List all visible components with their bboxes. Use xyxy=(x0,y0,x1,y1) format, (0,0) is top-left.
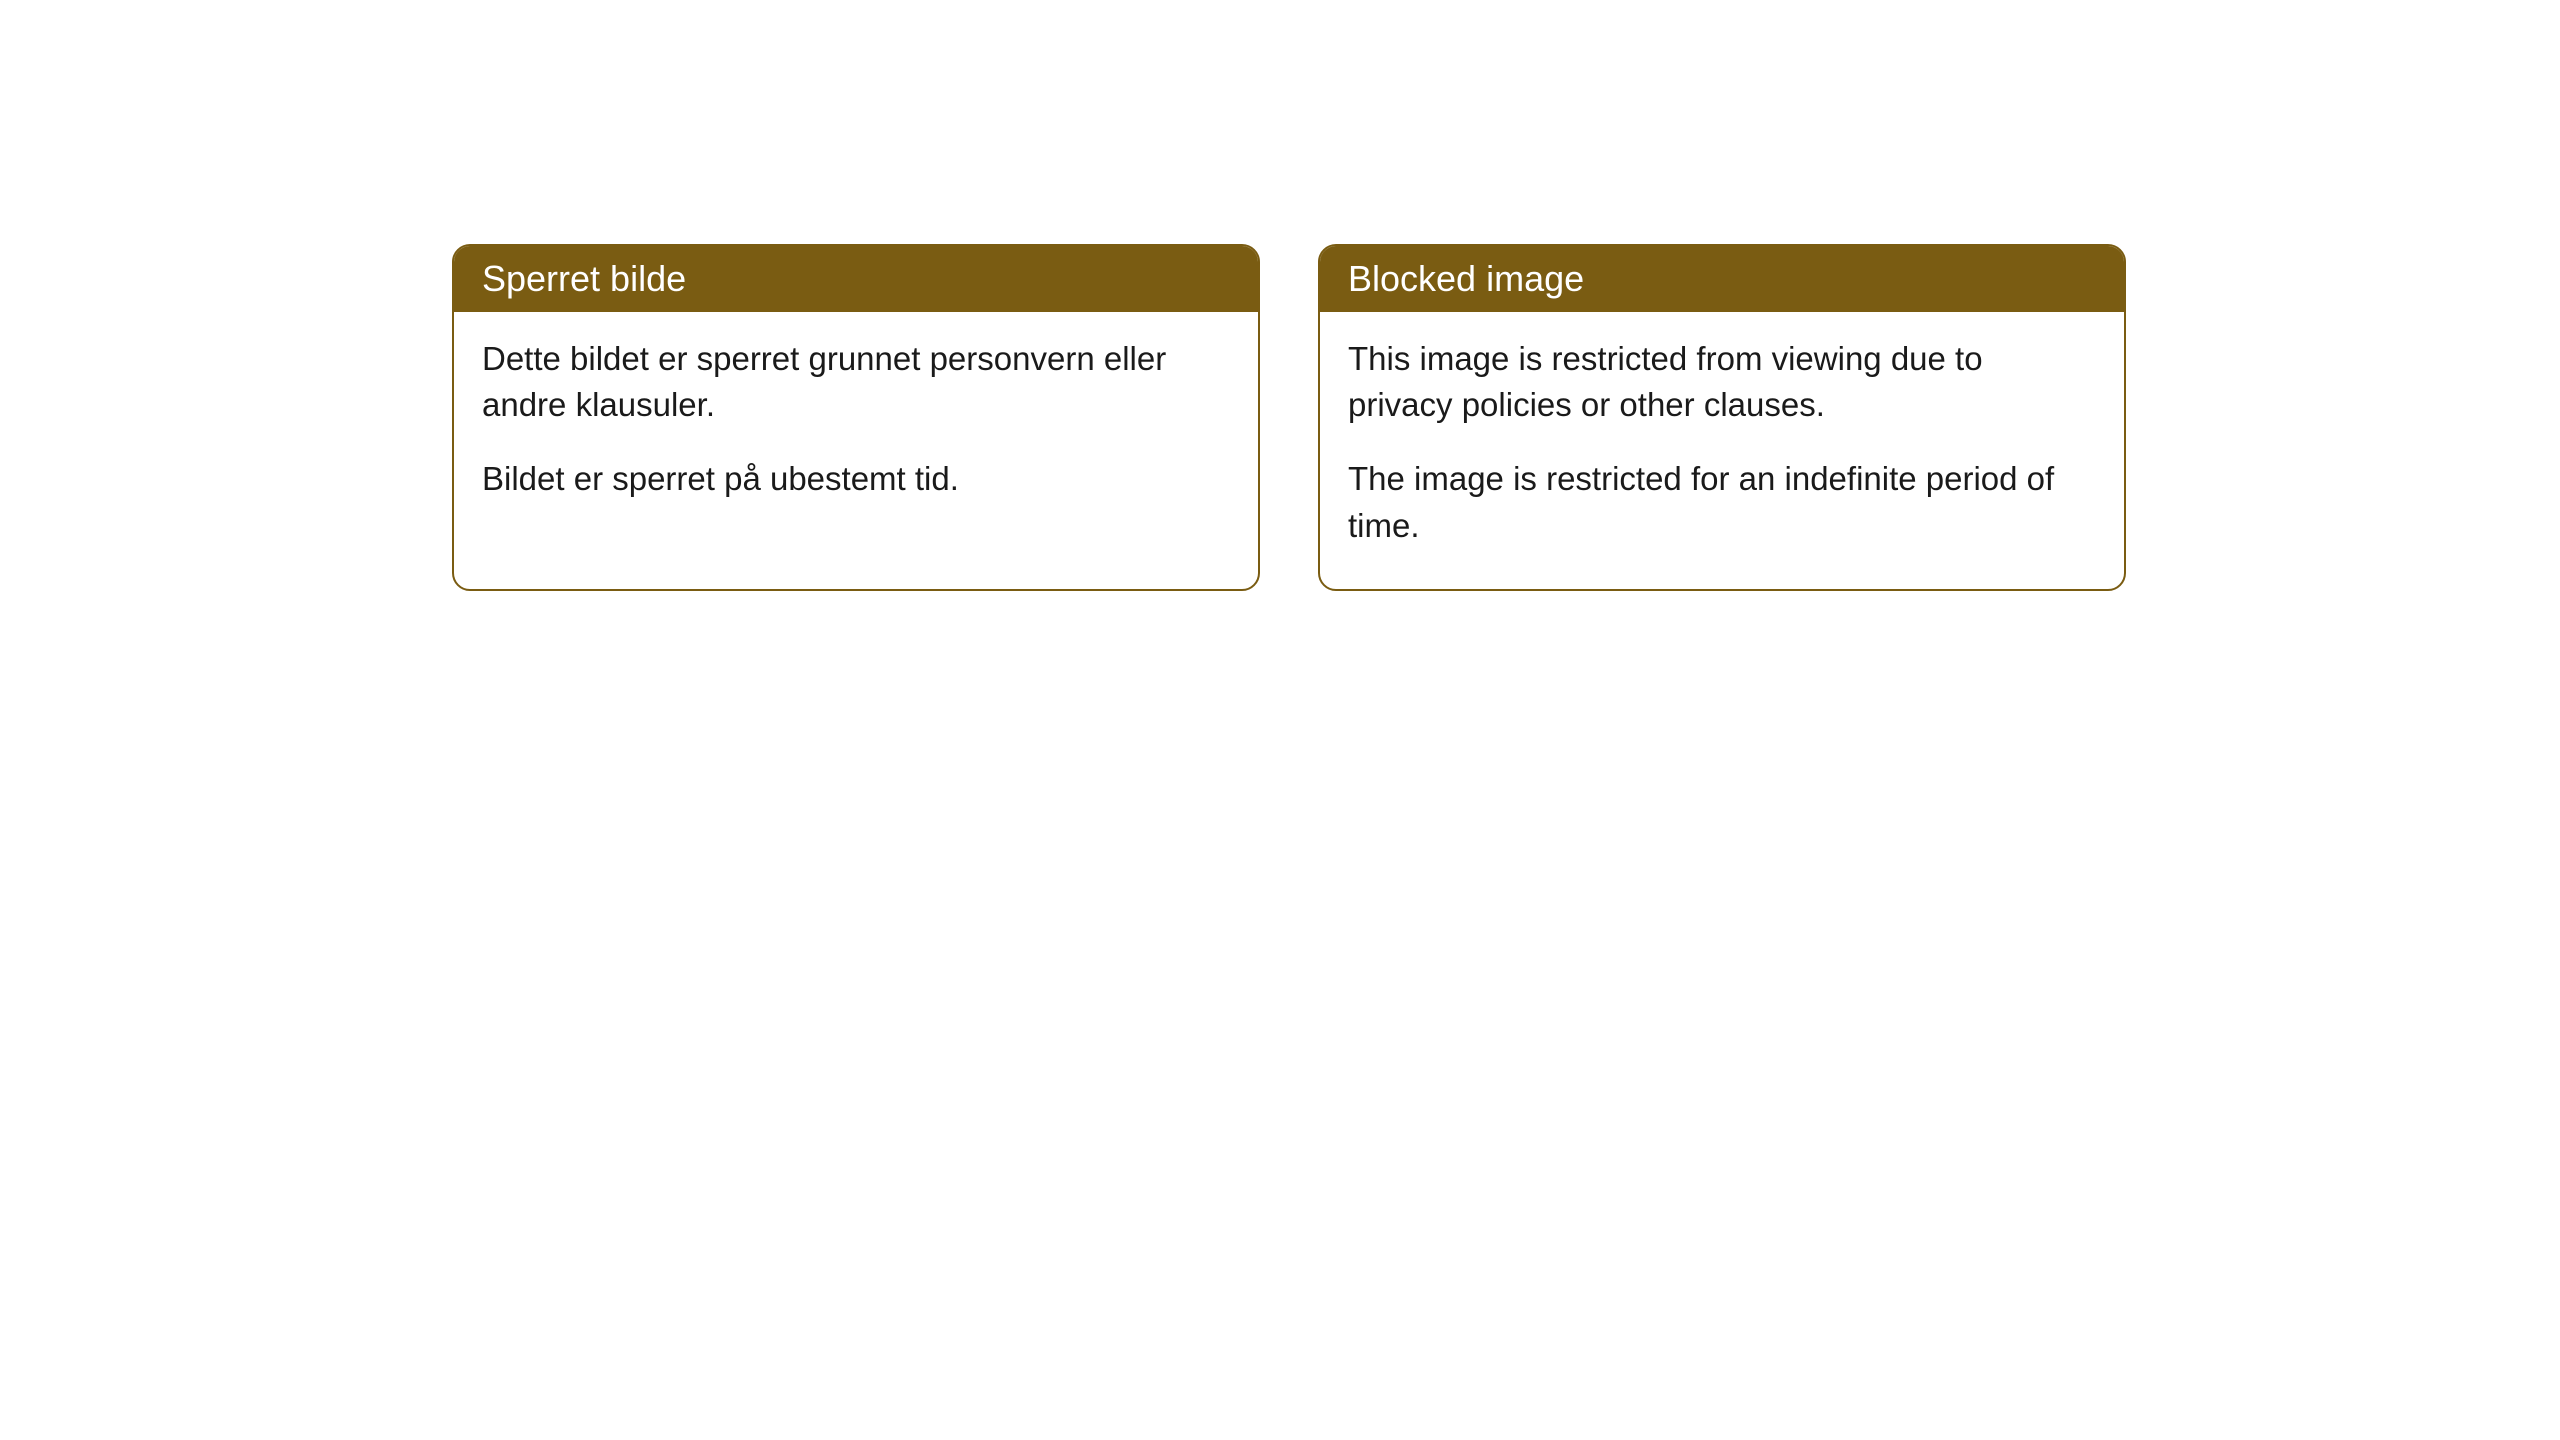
notice-box-norwegian: Sperret bilde Dette bildet er sperret gr… xyxy=(452,244,1260,591)
notice-header-norwegian: Sperret bilde xyxy=(454,246,1258,312)
notice-text-english-1: This image is restricted from viewing du… xyxy=(1348,336,2096,428)
notice-header-english: Blocked image xyxy=(1320,246,2124,312)
notice-text-norwegian-2: Bildet er sperret på ubestemt tid. xyxy=(482,456,1230,502)
notice-box-english: Blocked image This image is restricted f… xyxy=(1318,244,2126,591)
notice-body-english: This image is restricted from viewing du… xyxy=(1320,312,2124,589)
notice-text-english-2: The image is restricted for an indefinit… xyxy=(1348,456,2096,548)
notice-text-norwegian-1: Dette bildet er sperret grunnet personve… xyxy=(482,336,1230,428)
notice-body-norwegian: Dette bildet er sperret grunnet personve… xyxy=(454,312,1258,543)
notice-container: Sperret bilde Dette bildet er sperret gr… xyxy=(452,244,2126,591)
